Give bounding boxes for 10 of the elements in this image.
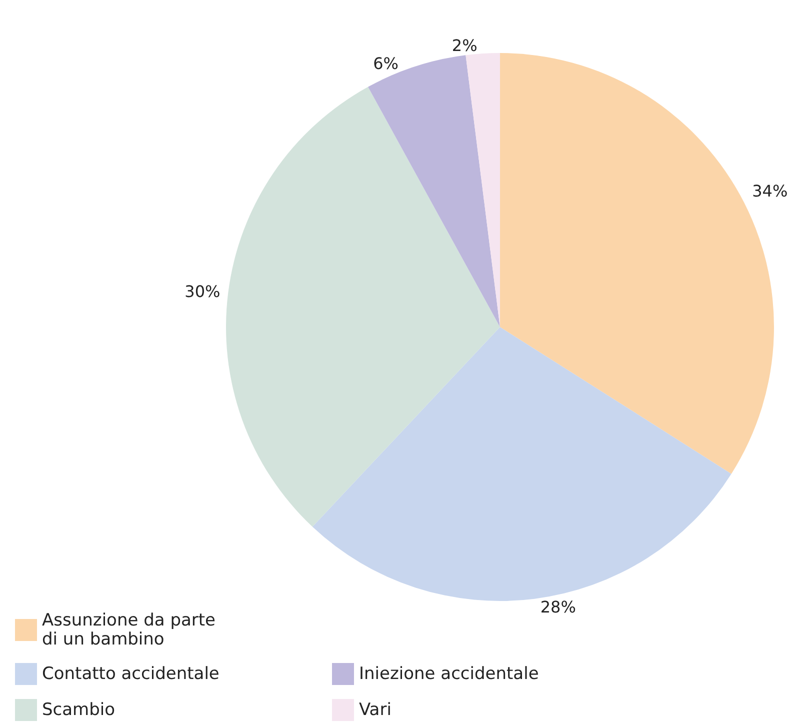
data-label: 34% bbox=[752, 182, 788, 201]
data-label: 6% bbox=[373, 54, 399, 74]
data-label: 28% bbox=[540, 597, 576, 616]
data-label: 30% bbox=[184, 282, 220, 302]
legend-label: Assunzione da parte di un bambino bbox=[42, 610, 221, 650]
data-label: 2% bbox=[452, 36, 478, 56]
legend-label: Iniezione accidentale bbox=[359, 664, 539, 684]
legend-label: Contatto accidentale bbox=[42, 664, 220, 684]
legend-label: Scambio bbox=[42, 700, 116, 720]
legend-label: Vari bbox=[359, 700, 392, 720]
